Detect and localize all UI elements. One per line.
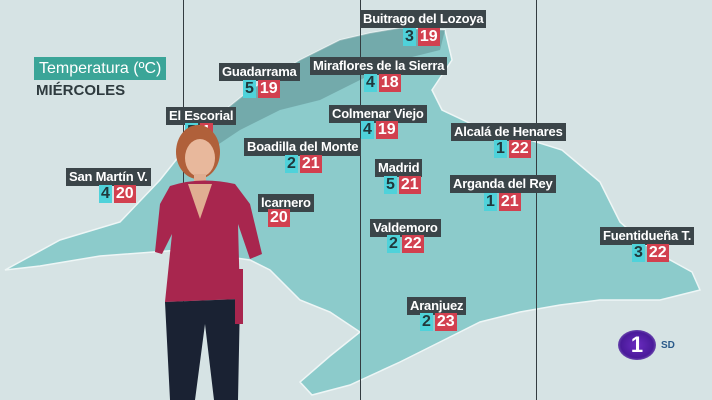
station-temperatures: 5 21 (384, 176, 421, 194)
station-label: Boadilla del Monte (244, 138, 362, 156)
quality-badge: SD (661, 340, 675, 351)
station-temperatures: 5 19 (243, 80, 280, 98)
station-label: El Escorial (166, 107, 237, 125)
max-temperature: 19 (257, 80, 280, 98)
station-label: Valdemoro (370, 219, 441, 237)
station-temperatures: 4 20 (99, 185, 136, 203)
station-temperatures: 1 21 (484, 193, 521, 211)
max-temperature: 22 (401, 235, 424, 253)
max-temperature: 18 (378, 74, 401, 92)
min-temperature: 3 (632, 244, 645, 262)
station-label: Miraflores de la Sierra (310, 57, 448, 75)
max-temperature: 21 (398, 176, 421, 194)
max-temperature: 19 (417, 28, 440, 46)
station-temperatures: 3 19 (403, 28, 440, 46)
station-label: Fuentidueña T. (600, 227, 695, 245)
max-temperature: 23 (434, 313, 457, 331)
min-temperature: 4 (99, 185, 112, 203)
min-temperature: 4 (364, 74, 377, 92)
station-label: Aranjuez (407, 297, 467, 315)
station-label: Buitrago del Lozoya (360, 10, 487, 28)
max-temperature: 20 (268, 209, 290, 227)
station-label: Arganda del Rey (450, 175, 556, 193)
min-temperature: 2 (387, 235, 400, 253)
min-temperature: 3 (403, 28, 416, 46)
max-temperature: 21 (498, 193, 521, 211)
station-temperatures: 2 23 (420, 313, 457, 331)
presenter (155, 125, 262, 400)
station-label: Alcalá de Henares (451, 123, 566, 141)
station-temperatures: 1 22 (494, 140, 531, 158)
station-label: Colmenar Viejo (329, 105, 427, 123)
map-title: Temperatura (ºC) (34, 57, 167, 80)
min-temperature: 1 (484, 193, 497, 211)
min-temperature: 5 (384, 176, 397, 194)
min-temperature: 5 (243, 80, 256, 98)
min-temperature: 4 (361, 121, 374, 139)
min-temperature: 2 (420, 313, 433, 331)
max-temperature: 22 (508, 140, 531, 158)
station-label: lcarnero (258, 194, 314, 212)
station-temperatures: 4 18 (364, 74, 401, 92)
min-temperature: 1 (494, 140, 507, 158)
max-temperature: 22 (646, 244, 669, 262)
station-temperatures: 2 22 (387, 235, 424, 253)
station-temperatures: 2 21 (285, 155, 322, 173)
channel-logo: 1 (618, 330, 656, 360)
station-label: Guadarrama (219, 63, 300, 81)
max-temperature: 19 (375, 121, 398, 139)
station-temperatures: 4 19 (361, 121, 398, 139)
forecast-day: MIÉRCOLES (36, 82, 126, 99)
station-label: Madrid (375, 159, 423, 177)
station-temperatures: 20 (268, 209, 290, 227)
min-temperature: 2 (285, 155, 298, 173)
max-temperature: 21 (299, 155, 322, 173)
station-label: San Martín V. (66, 168, 151, 186)
grid-line (536, 0, 537, 400)
max-temperature: 20 (113, 185, 136, 203)
station-temperatures: 3 22 (632, 244, 669, 262)
grid-line (360, 0, 361, 400)
